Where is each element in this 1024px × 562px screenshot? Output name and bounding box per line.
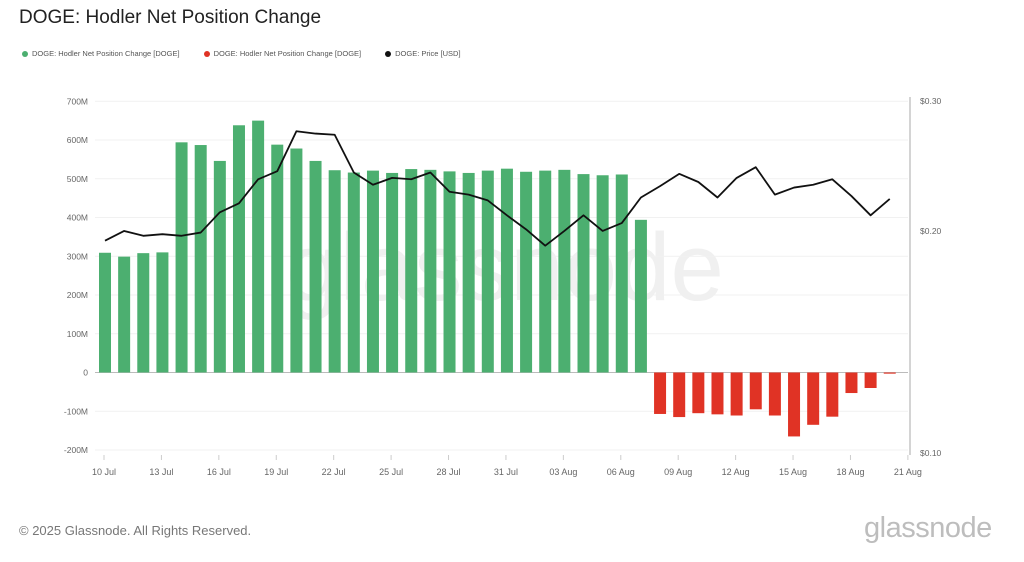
bar-negative bbox=[845, 372, 858, 394]
x-tick-label: 19 Jul bbox=[264, 467, 288, 477]
bar-positive bbox=[520, 171, 533, 373]
bar-positive bbox=[347, 172, 360, 373]
x-tick-label: 03 Aug bbox=[549, 467, 577, 477]
bar-negative bbox=[864, 372, 877, 388]
y-left-tick-label: 600M bbox=[67, 135, 88, 145]
x-tick-label: 25 Jul bbox=[379, 467, 403, 477]
bar-positive bbox=[290, 148, 303, 373]
bar-negative bbox=[692, 372, 705, 414]
bar-positive bbox=[137, 253, 150, 373]
bar-positive bbox=[615, 174, 628, 373]
y-left-tick-label: 400M bbox=[67, 213, 88, 223]
bar-negative bbox=[711, 372, 724, 415]
y-left-tick-label: 100M bbox=[67, 329, 88, 339]
bar-negative bbox=[807, 372, 820, 425]
legend-item-price[interactable]: DOGE: Price [USD] bbox=[385, 49, 461, 58]
bar-positive bbox=[386, 172, 399, 373]
bar-positive bbox=[481, 170, 494, 373]
legend-label: DOGE: Hodler Net Position Change [DOGE] bbox=[213, 49, 362, 58]
y-left-tick-label: 200M bbox=[67, 290, 88, 300]
x-tick-label: 16 Jul bbox=[207, 467, 231, 477]
glassnode-logo: glassnode bbox=[864, 512, 992, 544]
bar-positive bbox=[462, 172, 475, 373]
bar-negative bbox=[883, 372, 896, 374]
legend-label: DOGE: Price [USD] bbox=[395, 49, 461, 58]
bar-positive bbox=[271, 144, 284, 373]
bar-positive bbox=[539, 170, 552, 373]
x-tick-label: 18 Aug bbox=[836, 467, 864, 477]
bar-positive bbox=[213, 160, 226, 373]
bar-negative bbox=[826, 372, 839, 417]
y-right-tick-label: $0.10 bbox=[920, 448, 942, 458]
y-right-tick-label: $0.30 bbox=[920, 96, 942, 106]
x-tick-label: 31 Jul bbox=[494, 467, 518, 477]
bar-positive bbox=[558, 169, 571, 373]
copyright: © 2025 Glassnode. All Rights Reserved. bbox=[19, 523, 252, 538]
black-dot-icon bbox=[385, 50, 392, 57]
y-right-tick-label: $0.20 bbox=[920, 226, 942, 236]
bar-negative bbox=[788, 372, 801, 437]
bar-positive bbox=[309, 160, 322, 373]
legend-item-positive[interactable]: DOGE: Hodler Net Position Change [DOGE] bbox=[22, 49, 180, 58]
y-left-tick-label: 700M bbox=[67, 96, 88, 106]
bar-positive bbox=[577, 174, 590, 373]
bar-positive bbox=[175, 142, 188, 373]
bar-negative bbox=[654, 372, 667, 414]
bar-positive bbox=[99, 252, 111, 373]
x-tick-label: 21 Aug bbox=[894, 467, 922, 477]
x-tick-label: 10 Jul bbox=[92, 467, 116, 477]
red-dot-icon bbox=[203, 50, 210, 57]
green-dot-icon bbox=[22, 50, 28, 57]
x-tick-label: 06 Aug bbox=[607, 467, 635, 477]
bar-negative bbox=[673, 372, 686, 418]
bar-positive bbox=[634, 219, 647, 373]
bar-positive bbox=[156, 252, 169, 373]
bar-negative bbox=[730, 372, 743, 416]
price-line bbox=[104, 130, 891, 247]
bar-positive bbox=[424, 169, 437, 373]
x-tick-label: 13 Jul bbox=[149, 467, 173, 477]
bar-positive bbox=[194, 145, 207, 373]
bar-positive bbox=[443, 171, 456, 373]
legend: DOGE: Hodler Net Position Change [DOGE] … bbox=[22, 49, 461, 58]
bar-positive bbox=[596, 175, 609, 373]
bar-negative bbox=[768, 372, 781, 416]
x-tick-label: 15 Aug bbox=[779, 467, 807, 477]
y-left-tick-label: 300M bbox=[67, 251, 88, 261]
y-left-tick-label: -200M bbox=[64, 445, 88, 455]
y-left-tick-label: -100M bbox=[64, 406, 88, 416]
x-tick-label: 09 Aug bbox=[664, 467, 692, 477]
bar-positive bbox=[252, 120, 265, 373]
bar-positive bbox=[366, 170, 379, 373]
legend-label: DOGE: Hodler Net Position Change [DOGE] bbox=[32, 49, 180, 58]
x-tick-label: 22 Jul bbox=[322, 467, 346, 477]
y-left-tick-label: 500M bbox=[67, 174, 88, 184]
bar-positive bbox=[328, 170, 341, 373]
x-tick-label: 28 Jul bbox=[437, 467, 461, 477]
y-left-tick-label: 0 bbox=[83, 368, 88, 378]
bar-positive bbox=[405, 169, 418, 373]
page-title: DOGE: Hodler Net Position Change bbox=[19, 7, 322, 28]
legend-item-negative[interactable]: DOGE: Hodler Net Position Change [DOGE] bbox=[203, 49, 362, 58]
bar-positive bbox=[500, 168, 513, 373]
bar-negative bbox=[749, 372, 762, 410]
bar-positive bbox=[118, 256, 131, 373]
bar-positive bbox=[232, 125, 245, 373]
x-tick-label: 12 Aug bbox=[722, 467, 750, 477]
